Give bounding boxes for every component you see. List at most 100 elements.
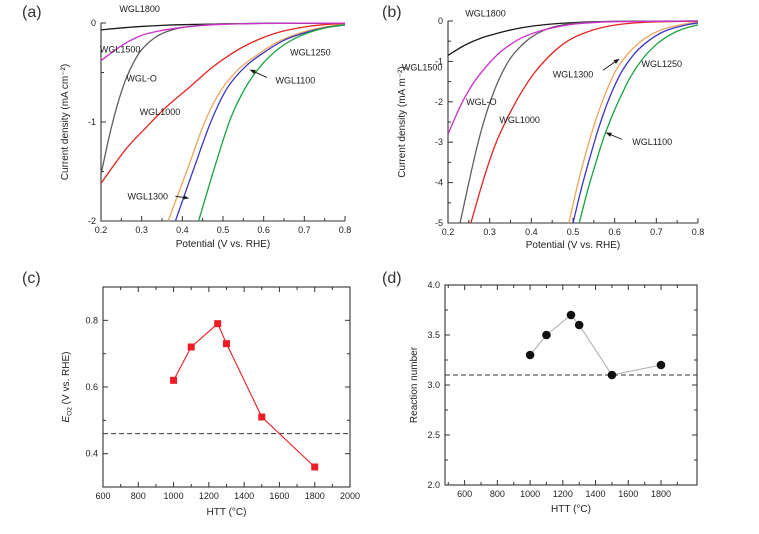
curve-label-WGL1300: WGL1300 xyxy=(128,191,169,201)
svg-text:0.5: 0.5 xyxy=(217,225,230,235)
x-axis-label: Potential (V vs. RHE) xyxy=(176,239,270,250)
series-WGL-O xyxy=(459,20,699,224)
annotation-arrow xyxy=(602,58,620,71)
svg-text:0.4: 0.4 xyxy=(525,227,538,237)
svg-text:-4: -4 xyxy=(435,178,443,188)
svg-text:1800: 1800 xyxy=(305,491,325,501)
series-WGL1000 xyxy=(470,20,699,224)
panel-d-letter: (d) xyxy=(382,270,402,287)
svg-text:-3: -3 xyxy=(435,137,443,147)
svg-text:-1: -1 xyxy=(435,56,443,66)
panel-d: (d) 600 800 1000 1200 1400 1600 1800 2.0 2.5 3.0 3… xyxy=(380,267,759,534)
series-WGL1000 xyxy=(100,22,346,184)
series-WGL1300 xyxy=(568,21,699,224)
svg-text:800: 800 xyxy=(490,489,505,499)
svg-text:0.3: 0.3 xyxy=(483,227,496,237)
svg-text:0.2: 0.2 xyxy=(95,225,108,235)
svg-text:1400: 1400 xyxy=(586,489,606,499)
svg-text:0.6: 0.6 xyxy=(85,382,98,392)
curve-label-WGL1250: WGL1250 xyxy=(641,59,682,69)
tick-labels: 0.2 0.3 0.4 0.5 0.6 0.7 0.8 0 -1 -2 -3 -4 -5 xyxy=(435,16,704,237)
svg-text:4.0: 4.0 xyxy=(427,280,440,290)
svg-text:1600: 1600 xyxy=(618,489,638,499)
svg-text:0.6: 0.6 xyxy=(608,227,621,237)
curve-label-WGL1000: WGL1000 xyxy=(499,115,540,125)
x-axis-label: Potential (V vs. RHE) xyxy=(526,240,620,251)
series-curves xyxy=(100,22,346,222)
panel-a-chart: 0.2 0.3 0.4 0.5 0.6 0.7 0.8 0 -1 -2 WGL1800 WGL1500… xyxy=(60,4,351,250)
x-axis-label: HTT (°C) xyxy=(207,507,247,518)
tick-labels: 0.2 0.3 0.4 0.5 0.6 0.7 0.8 0 -1 -2 xyxy=(88,18,351,235)
svg-text:600: 600 xyxy=(95,491,110,501)
svg-text:2.5: 2.5 xyxy=(427,430,440,440)
svg-text:0: 0 xyxy=(438,16,443,26)
series-WGL1500 xyxy=(447,20,699,135)
panel-b-letter: (b) xyxy=(382,4,402,21)
svg-text:-2: -2 xyxy=(88,216,96,226)
svg-text:3.5: 3.5 xyxy=(427,330,440,340)
svg-text:1600: 1600 xyxy=(269,491,289,501)
data-line xyxy=(529,314,662,376)
svg-text:1000: 1000 xyxy=(520,489,540,499)
data-line xyxy=(173,322,316,468)
svg-text:0: 0 xyxy=(91,18,96,28)
curve-label-WGL1250: WGL1250 xyxy=(290,48,331,58)
axis-frame xyxy=(447,21,698,224)
svg-text:0.7: 0.7 xyxy=(650,227,663,237)
annotation-arrow xyxy=(249,69,268,78)
svg-text:1400: 1400 xyxy=(234,491,254,501)
panel-c-chart: 600 800 1000 1200 1400 1600 1800 2000 0.4 0.6 0.8 H… xyxy=(61,286,360,518)
svg-text:800: 800 xyxy=(131,491,146,501)
curve-label-WGL-O: WGL-O xyxy=(126,73,157,83)
series-WGL1250 xyxy=(578,24,699,224)
panel-c-letter: (c) xyxy=(22,270,41,287)
axis-frame xyxy=(102,286,351,488)
svg-text:1200: 1200 xyxy=(199,491,219,501)
svg-text:0.8: 0.8 xyxy=(339,225,352,235)
series-WGL1100 xyxy=(572,22,699,224)
series-WGL1300 xyxy=(167,23,346,222)
svg-text:-2: -2 xyxy=(435,97,443,107)
svg-text:0.4: 0.4 xyxy=(176,225,189,235)
y-axis-label: Current density (mA cm⁻²) xyxy=(60,64,71,180)
tick-marks xyxy=(102,287,351,487)
curve-label-WGL1300: WGL1300 xyxy=(553,69,594,79)
svg-text:-1: -1 xyxy=(88,117,96,127)
svg-text:2000: 2000 xyxy=(340,491,360,501)
data-points xyxy=(525,310,666,380)
tick-marks xyxy=(100,22,346,222)
data-points xyxy=(170,320,319,471)
svg-text:3.0: 3.0 xyxy=(427,380,440,390)
svg-text:0.8: 0.8 xyxy=(692,227,705,237)
x-axis-label: HTT (°C) xyxy=(551,504,591,515)
svg-text:-5: -5 xyxy=(435,218,443,228)
tick-marks xyxy=(447,20,699,224)
svg-text:0.8: 0.8 xyxy=(85,315,98,325)
svg-text:0.3: 0.3 xyxy=(135,225,148,235)
curve-label-WGL1800: WGL1800 xyxy=(465,9,506,19)
y-axis-label: Reaction number xyxy=(409,346,420,423)
svg-text:0.6: 0.6 xyxy=(257,225,270,235)
tick-marks xyxy=(445,284,697,486)
panel-b: (b) 0.2 0.3 0.4 0.5 0.6 0.7 0.8 0 -1 -2 -3 -4 -5 WGL1… xyxy=(380,0,759,267)
svg-text:0.2: 0.2 xyxy=(442,227,455,237)
series-WGL1250 xyxy=(197,24,346,222)
curve-label-WGL1500: WGL1500 xyxy=(100,45,141,55)
series-WGL1500 xyxy=(100,22,346,62)
svg-text:1800: 1800 xyxy=(651,489,671,499)
annotation-arrow xyxy=(605,132,623,140)
y-axis-label: Current density (mA m⁻²) xyxy=(397,66,408,177)
panel-b-chart: 0.2 0.3 0.4 0.5 0.6 0.7 0.8 0 -1 -2 -3 -4 -5 WGL1800 W… xyxy=(397,9,704,251)
curve-label-WGL-O: WGL-O xyxy=(466,97,497,107)
svg-text:1000: 1000 xyxy=(164,491,184,501)
curve-label-WGL1100: WGL1100 xyxy=(275,75,315,85)
curve-label-WGL1500: WGL1500 xyxy=(402,62,443,72)
svg-text:1200: 1200 xyxy=(553,489,573,499)
svg-text:0.5: 0.5 xyxy=(567,227,580,237)
tick-labels: 600 800 1000 1200 1400 1600 1800 2.0 2.5 3.0 3.5 4.… xyxy=(427,280,671,499)
svg-text:0.4: 0.4 xyxy=(85,449,98,459)
svg-text:600: 600 xyxy=(457,489,472,499)
curve-label-WGL1800: WGL1800 xyxy=(119,4,160,14)
panel-d-chart: 600 800 1000 1200 1400 1600 1800 2.0 2.5 3.0 3.5 4.… xyxy=(409,280,698,515)
